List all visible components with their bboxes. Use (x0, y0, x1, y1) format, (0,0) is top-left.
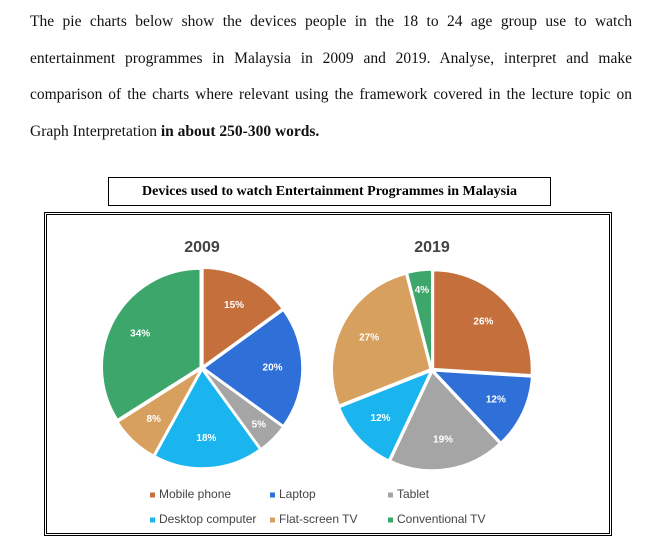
pie-slice (116, 368, 202, 457)
pie-slice (153, 368, 261, 469)
slice-label: 26% (473, 316, 493, 327)
pie-slice (202, 267, 284, 368)
slice-label: 20% (263, 363, 283, 374)
slice-label: 27% (359, 333, 379, 344)
slice-label: 15% (224, 300, 244, 311)
legend-label: Flat-screen TV (279, 512, 357, 526)
slice-label: 19% (433, 434, 453, 445)
slice-label: 18% (196, 433, 216, 444)
legend-label: Tablet (397, 487, 430, 501)
legend-swatch (150, 517, 155, 523)
pie-slice (202, 368, 284, 450)
figure-frame (44, 212, 612, 536)
legend-swatch (388, 517, 393, 523)
legend-swatch (388, 492, 393, 498)
prompt-body: The pie charts below show the devices pe… (30, 13, 632, 140)
pie-slice (389, 370, 501, 471)
slice-label: 5% (252, 419, 267, 430)
pie-slice (202, 309, 303, 427)
slice-label: 8% (146, 414, 161, 425)
pie-slice (338, 369, 433, 462)
slice-label: 12% (371, 413, 391, 424)
slice-label: 34% (130, 329, 150, 340)
pie-slice (101, 268, 201, 421)
prompt-bold: in about 250-300 words. (160, 122, 320, 140)
pie-title: 2009 (184, 239, 220, 256)
prompt-text: The pie charts below show the devices pe… (30, 4, 632, 150)
pie-slice (406, 269, 433, 369)
legend-label: Mobile phone (159, 487, 231, 501)
legend-swatch (150, 492, 155, 498)
legend-label: Conventional TV (397, 512, 486, 526)
legend-swatch (270, 517, 275, 523)
pie-slice (431, 369, 533, 444)
slice-label: 12% (486, 395, 506, 406)
legend-label: Laptop (279, 487, 316, 501)
pie-slice (331, 273, 432, 407)
slice-label: 4% (415, 285, 430, 296)
legend-label: Desktop computer (159, 512, 256, 526)
legend-swatch (270, 492, 275, 498)
figure-title: Devices used to watch Entertainment Prog… (108, 177, 551, 206)
pie-slice (432, 269, 533, 376)
pie-title: 2019 (414, 239, 450, 256)
